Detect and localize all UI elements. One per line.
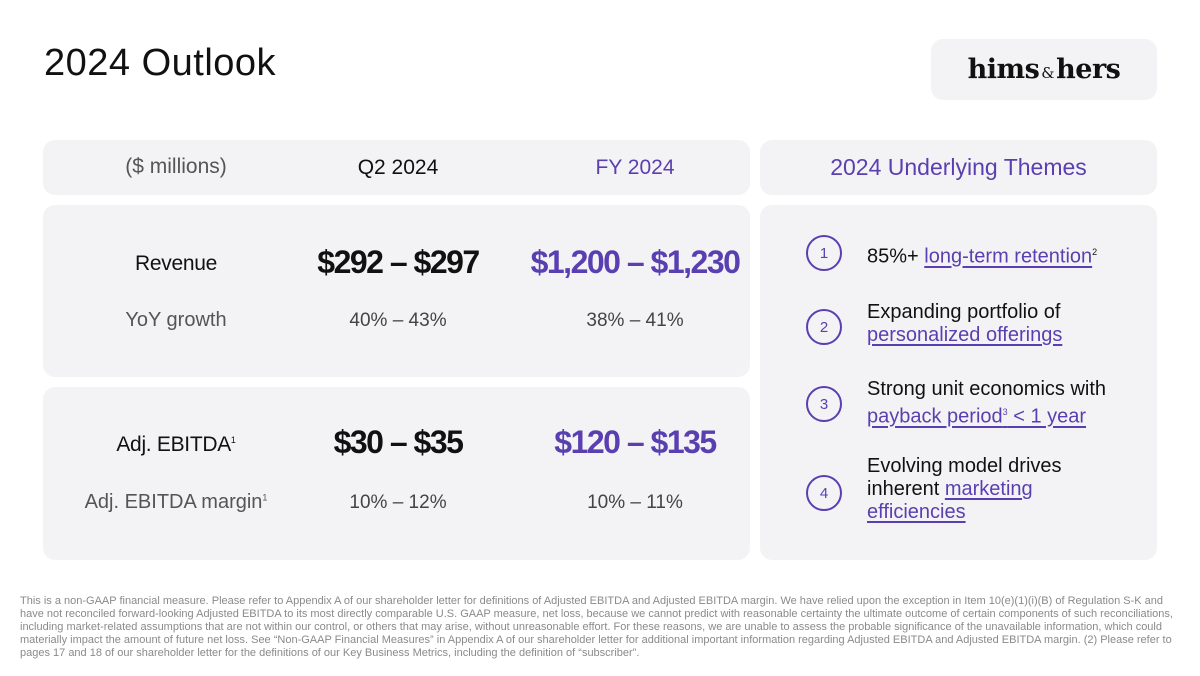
theme-text: 85%+ long-term retention2 [867, 241, 1097, 269]
revenue-panel: Revenue $292 – $297 $1,200 – $1,230 YoY … [43, 205, 750, 377]
theme-link[interactable]: marketing [944, 478, 1033, 500]
q2-header: Q2 2024 [357, 156, 439, 179]
ebitda-fy-value: $120 – $135 [554, 424, 717, 460]
theme-text-prefix: 85%+ [867, 245, 925, 268]
fy-header: FY 2024 [595, 156, 675, 179]
ebitda-label: Adj. EBITDA1 [116, 433, 236, 457]
ebitda-margin-fy: 10% – 11% [587, 492, 683, 513]
theme-link-text[interactable]: payback period [867, 405, 1003, 428]
logo-word-right: hers [1056, 54, 1121, 85]
theme-item: 2 Expanding portfolio of personalized of… [806, 301, 1062, 346]
revenue-q2-value: $292 – $297 [317, 244, 480, 280]
theme-item: 4 Evolving model drives inherent marketi… [806, 455, 1062, 523]
unit-header: ($ millions) [125, 155, 227, 178]
themes-header-panel: 2024 Underlying Themes [760, 140, 1157, 195]
theme-link[interactable]: long-term retention [924, 245, 1093, 268]
theme-text: Strong unit economics with payback perio… [867, 378, 1106, 429]
ebitda-margin-label: Adj. EBITDA margin1 [85, 491, 268, 514]
ebitda-footnote-marker: 1 [230, 435, 236, 445]
theme-number-badge: 2 [806, 309, 842, 345]
yoy-growth-fy: 38% – 41% [586, 310, 684, 331]
revenue-label: Revenue [135, 252, 217, 275]
table-header-panel: ($ millions) Q2 2024 FY 2024 [43, 140, 750, 195]
ebitda-q2-value: $30 – $35 [333, 424, 464, 460]
theme-text-line: Strong unit economics with [867, 378, 1107, 400]
ebitda-panel: Adj. EBITDA1 $30 – $35 $120 – $135 Adj. … [43, 387, 750, 560]
logo-ampersand: & [1041, 64, 1055, 82]
theme-text-prefix: inherent [867, 478, 945, 500]
theme-link[interactable]: efficiencies [867, 501, 966, 523]
revenue-fy-value: $1,200 – $1,230 [530, 244, 741, 280]
theme-text: Expanding portfolio of personalized offe… [867, 301, 1062, 347]
yoy-growth-q2: 40% – 43% [349, 310, 447, 331]
ebitda-margin-q2: 10% – 12% [349, 492, 447, 513]
ebitda-label-text: Adj. EBITDA [116, 433, 231, 456]
theme-link[interactable]: personalized offerings [867, 324, 1063, 346]
theme-number-badge: 1 [806, 235, 842, 271]
theme-text: Evolving model drives inherent marketing… [867, 455, 1062, 524]
theme-link-suffix[interactable]: < 1 year [1007, 405, 1087, 428]
theme-item: 3 Strong unit economics with payback per… [806, 378, 1106, 428]
theme-footnote-marker: 3 [1002, 407, 1008, 417]
footnote: This is a non-GAAP financial measure. Pl… [20, 595, 1173, 659]
ebitda-margin-label-text: Adj. EBITDA margin [84, 491, 263, 513]
company-logo: hims &hers [931, 39, 1157, 100]
theme-link[interactable]: payback period3 < 1 year [867, 401, 1106, 429]
page-title: 2024 Outlook [44, 42, 277, 84]
theme-text-line: Expanding portfolio of [867, 301, 1061, 323]
logo-word-left: hims [967, 54, 1040, 85]
yoy-growth-label: YoY growth [125, 309, 227, 331]
theme-text-line: Evolving model drives [867, 455, 1062, 477]
themes-title: 2024 Underlying Themes [830, 154, 1087, 180]
theme-number-badge: 3 [806, 386, 842, 422]
theme-number-badge: 4 [806, 475, 842, 511]
theme-item: 1 85%+ long-term retention2 [806, 235, 1097, 271]
theme-footnote-marker: 2 [1092, 247, 1098, 257]
ebitda-margin-footnote-marker: 1 [262, 492, 268, 503]
